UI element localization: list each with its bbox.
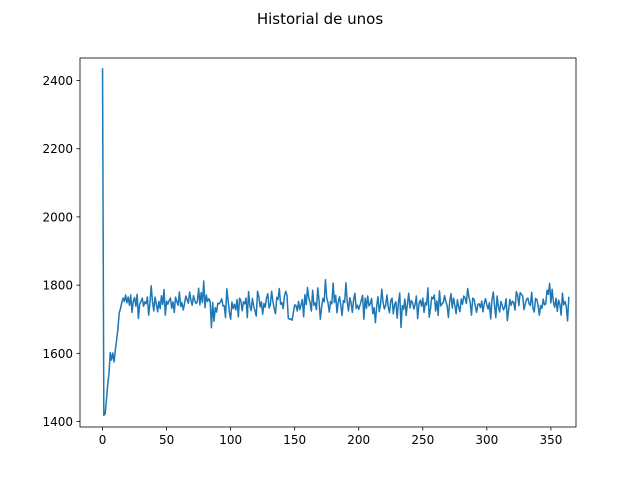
x-axis: 0 50 100 150 200 250 300 350: [99, 427, 562, 447]
series-line-0: [101, 68, 570, 417]
x-tick-label: 350: [539, 433, 562, 447]
x-tick-label: 100: [219, 433, 242, 447]
chart-title: Historial de unos: [257, 10, 383, 28]
x-tick-label: 250: [411, 433, 434, 447]
y-tick-label: 1800: [42, 279, 73, 293]
y-tick-label: 2000: [42, 210, 73, 224]
x-tick-label: 300: [475, 433, 498, 447]
y-tick-label: 2400: [42, 74, 73, 88]
x-tick-label: 0: [99, 433, 107, 447]
y-tick-label: 1600: [42, 347, 73, 361]
x-tick-label: 200: [347, 433, 370, 447]
y-tick-label: 2200: [42, 142, 73, 156]
axes-frame: [79, 57, 577, 428]
y-tick-label: 1400: [42, 415, 73, 429]
x-tick-label: 150: [283, 433, 306, 447]
y-axis: 1400 1600 1800 2000 2200 2400: [42, 74, 80, 429]
plot-area: [79, 57, 577, 428]
x-tick-label: 50: [159, 433, 174, 447]
